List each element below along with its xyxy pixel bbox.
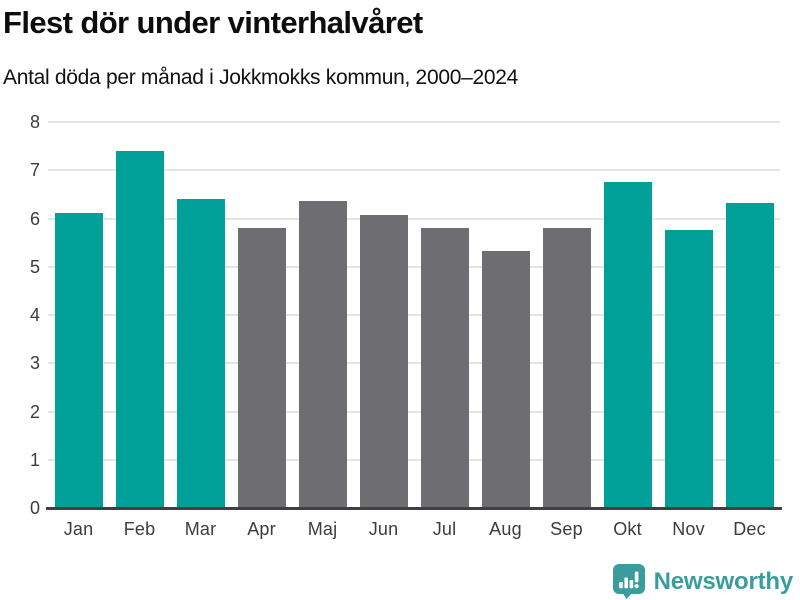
bar-apr bbox=[237, 228, 286, 508]
bar-cell bbox=[109, 122, 170, 508]
gridline bbox=[48, 410, 780, 413]
bar-cell bbox=[414, 122, 475, 508]
newsworthy-logo[interactable]: Newsworthy bbox=[612, 564, 794, 599]
gridline bbox=[48, 458, 780, 461]
bar-feb bbox=[115, 150, 164, 508]
x-axis-tick-label: Mar bbox=[184, 519, 217, 539]
y-axis-tick-label: 5 bbox=[29, 256, 40, 277]
bar-cell bbox=[658, 122, 719, 508]
bar-cell bbox=[719, 122, 780, 508]
bar-cell bbox=[536, 122, 597, 508]
x-axis-tick-label: Apr bbox=[247, 519, 276, 539]
x-axis-tick-label: Maj bbox=[307, 519, 338, 539]
page-title: Flest dör under vinterhalvåret bbox=[3, 5, 423, 40]
bar-sep bbox=[542, 228, 591, 508]
plot-area bbox=[48, 121, 780, 508]
gridline bbox=[48, 362, 780, 365]
x-axis-tick-label: Jul bbox=[432, 519, 457, 539]
y-axis-tick-label: 1 bbox=[29, 449, 40, 470]
bar-jan bbox=[54, 212, 103, 508]
bar-chart: 0 1 2 3 4 5 6 7 8 Jan Feb Mar Apr Maj Jun Jul Aug Sep Okt… bbox=[0, 105, 800, 565]
bar-cell bbox=[292, 122, 353, 508]
y-axis-tick-label: 3 bbox=[29, 353, 40, 374]
y-axis-tick-label: 4 bbox=[29, 305, 40, 325]
bar-okt bbox=[603, 181, 652, 508]
x-axis-tick-label: Nov bbox=[672, 519, 705, 539]
x-axis-tick-label: Feb bbox=[123, 519, 156, 539]
x-axis-tick-label: Okt bbox=[613, 519, 642, 539]
bar-cell bbox=[231, 122, 292, 508]
bar-cell bbox=[170, 122, 231, 508]
y-axis-tick-label: 0 bbox=[29, 498, 40, 518]
x-axis-tick-label: Jun bbox=[368, 519, 399, 539]
bar-jul bbox=[420, 228, 469, 508]
bar-cell bbox=[353, 122, 414, 508]
y-axis-tick-label: 2 bbox=[29, 401, 40, 422]
gridline bbox=[48, 217, 780, 220]
bar-cell bbox=[475, 122, 536, 508]
y-axis-tick-label: 6 bbox=[29, 208, 40, 229]
bars-container bbox=[48, 122, 780, 508]
bar-aug bbox=[481, 251, 530, 508]
y-axis-tick-label: 7 bbox=[29, 160, 40, 181]
gridline bbox=[48, 265, 780, 268]
newsworthy-logo-icon bbox=[612, 564, 645, 599]
x-axis-tick-label: Aug bbox=[489, 519, 522, 539]
bar-cell bbox=[597, 122, 658, 508]
x-axis-labels: Jan Feb Mar Apr Maj Jun Jul Aug Sep Okt Nov Dec bbox=[48, 519, 780, 540]
bar-maj bbox=[298, 201, 347, 508]
x-axis-line bbox=[46, 507, 782, 510]
bar-nov bbox=[664, 230, 713, 508]
y-axis-tick-label: 8 bbox=[29, 112, 40, 132]
bar-jun bbox=[359, 214, 408, 508]
bar-mar bbox=[176, 199, 225, 508]
chart-subtitle: Antal döda per månad i Jokkmokks kommun,… bbox=[3, 66, 518, 89]
bar-cell bbox=[48, 122, 109, 508]
gridline bbox=[48, 314, 780, 316]
gridline bbox=[48, 169, 780, 172]
brand-name: Newsworthy bbox=[653, 567, 794, 595]
x-axis-tick-label: Sep bbox=[550, 519, 583, 539]
gridline bbox=[48, 121, 780, 123]
bar-dec bbox=[725, 203, 774, 508]
x-axis-tick-label: Jan bbox=[63, 519, 94, 539]
x-axis-tick-label: Dec bbox=[733, 519, 766, 539]
